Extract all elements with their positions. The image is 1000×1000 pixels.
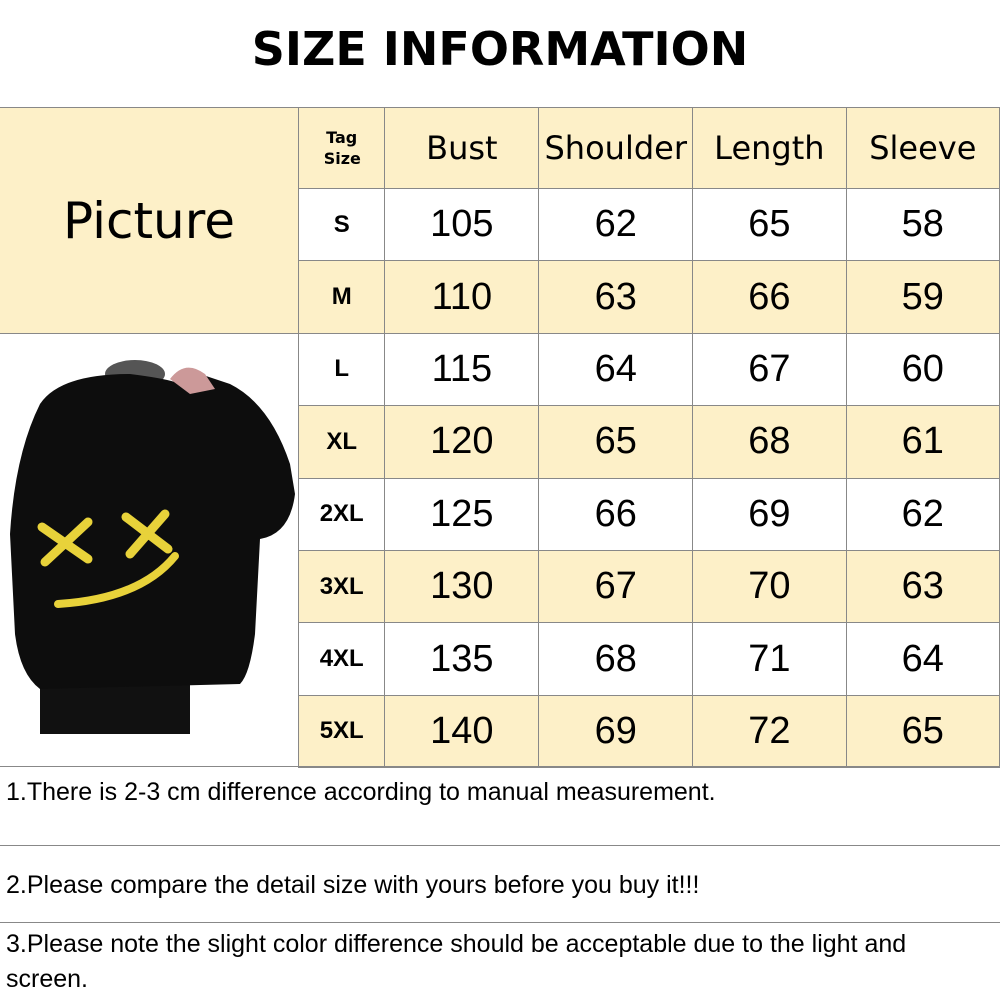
header-length: Length <box>692 107 847 189</box>
note-3: 3.Please note the slight color differenc… <box>0 922 1000 1000</box>
cell-length: 67 <box>692 332 847 407</box>
table-header-row: Tag Size Bust Shoulder Length Sleeve <box>297 107 1000 189</box>
cell-shoulder: 65 <box>538 405 694 479</box>
cell-bust: 135 <box>384 622 540 696</box>
cell-shoulder: 69 <box>538 694 694 769</box>
cell-size: M <box>297 260 386 334</box>
cell-shoulder: 64 <box>538 332 694 407</box>
cell-bust: 125 <box>384 477 540 551</box>
cell-sleeve: 61 <box>845 405 1000 479</box>
tag-size-label: Tag Size <box>323 128 361 168</box>
table-row: XL 120 65 68 61 <box>297 405 1000 479</box>
header-shoulder: Shoulder <box>538 107 694 189</box>
cell-size: S <box>297 187 386 262</box>
cell-sleeve: 62 <box>845 477 1000 551</box>
cell-shoulder: 67 <box>538 549 694 624</box>
cell-size: 4XL <box>297 622 386 696</box>
cell-bust: 130 <box>384 549 540 624</box>
table-row: 3XL 130 67 70 63 <box>297 549 1000 624</box>
cell-size: 5XL <box>297 694 386 769</box>
table-row: 4XL 135 68 71 64 <box>297 622 1000 696</box>
cell-bust: 140 <box>384 694 540 769</box>
picture-label: Picture <box>0 107 298 333</box>
table-row: L 115 64 67 60 <box>297 332 1000 407</box>
cell-length: 70 <box>692 549 847 624</box>
size-table: Tag Size Bust Shoulder Length Sleeve S 10… <box>297 107 1000 769</box>
header-sleeve: Sleeve <box>845 107 1000 189</box>
header-tag-size: Tag Size <box>297 107 386 189</box>
cell-sleeve: 63 <box>845 549 1000 624</box>
cell-shoulder: 66 <box>538 477 694 551</box>
cell-size: 3XL <box>297 549 386 624</box>
cell-length: 65 <box>692 187 847 262</box>
table-row: S 105 62 65 58 <box>297 187 1000 262</box>
cell-length: 71 <box>692 622 847 696</box>
cell-sleeve: 65 <box>845 694 1000 769</box>
cell-shoulder: 68 <box>538 622 694 696</box>
cell-bust: 115 <box>384 332 540 407</box>
cell-sleeve: 60 <box>845 332 1000 407</box>
cell-length: 68 <box>692 405 847 479</box>
table-row: 5XL 140 69 72 65 <box>297 694 1000 769</box>
cell-bust: 110 <box>384 260 540 334</box>
cell-length: 69 <box>692 477 847 551</box>
page-title: SIZE INFORMATION <box>251 22 749 76</box>
cell-shoulder: 63 <box>538 260 694 334</box>
cell-bust: 120 <box>384 405 540 479</box>
cell-size: L <box>297 332 386 407</box>
cell-length: 72 <box>692 694 847 769</box>
header-bust: Bust <box>384 107 540 189</box>
table-row: 2XL 125 66 69 62 <box>297 477 1000 551</box>
table-row: M 110 63 66 59 <box>297 260 1000 334</box>
hoodie-image <box>0 333 298 766</box>
note-2: 2.Please compare the detail size with yo… <box>0 845 1000 922</box>
cell-sleeve: 59 <box>845 260 1000 334</box>
cell-bust: 105 <box>384 187 540 262</box>
cell-sleeve: 64 <box>845 622 1000 696</box>
cell-size: 2XL <box>297 477 386 551</box>
cell-sleeve: 58 <box>845 187 1000 262</box>
cell-length: 66 <box>692 260 847 334</box>
cell-size: XL <box>297 405 386 479</box>
note-1: 1.There is 2-3 cm difference according t… <box>0 766 1000 845</box>
cell-shoulder: 62 <box>538 187 694 262</box>
